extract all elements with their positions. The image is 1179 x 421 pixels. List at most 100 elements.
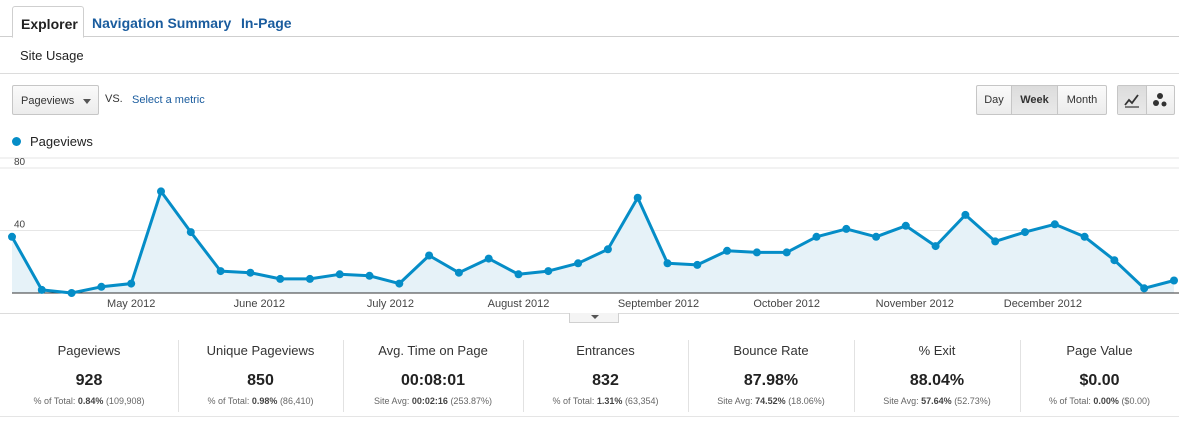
metric-label: Avg. Time on Page	[378, 343, 488, 358]
metric-divider	[343, 340, 344, 412]
data-point	[305, 274, 314, 283]
data-point	[603, 245, 612, 254]
comparison-total: (18.06%)	[788, 396, 825, 406]
data-point	[454, 268, 463, 277]
data-point	[574, 259, 583, 268]
data-point	[37, 285, 46, 294]
data-point	[1021, 228, 1029, 237]
data-point	[514, 270, 523, 279]
metric-comparison: % of Total: 0.00% ($0.00)	[1020, 396, 1179, 406]
day-button[interactable]: Day	[984, 94, 1004, 106]
data-point	[812, 232, 821, 241]
metric-label: Bounce Rate	[733, 343, 809, 358]
metric-value: 850	[247, 372, 274, 389]
series-color-dot	[12, 137, 21, 146]
comparison-total: (52.73%)	[954, 396, 991, 406]
motion-chart-button[interactable]	[1145, 86, 1174, 114]
data-point	[395, 279, 404, 288]
metric-comparison: % of Total: 1.31% (63,354)	[523, 396, 688, 406]
tab-navigation-summary[interactable]: Navigation Summary	[92, 15, 232, 31]
metric-value: $0.00	[1079, 372, 1120, 389]
site-usage-subtab[interactable]: Site Usage	[20, 48, 84, 63]
comparison-percent: 1.31%	[596, 396, 623, 406]
series-area	[12, 191, 1174, 293]
data-point	[186, 228, 195, 237]
metric-label: Page Value	[1066, 343, 1133, 358]
data-point	[157, 187, 165, 196]
legend-label: Pageviews	[30, 134, 93, 149]
data-point	[216, 267, 225, 276]
data-point	[335, 270, 344, 279]
comparison-prefix: % of Total:	[552, 396, 595, 406]
metric-divider	[688, 340, 689, 412]
data-point	[931, 242, 940, 251]
metric-comparison: Site Avg: 57.64% (52.73%)	[854, 396, 1020, 406]
data-point	[663, 259, 672, 268]
comparison-percent: 0.00%	[1093, 396, 1119, 406]
data-point	[484, 254, 493, 263]
report-tabs: Explorer Navigation Summary In-Page	[0, 0, 1179, 38]
line-chart-button[interactable]	[1118, 86, 1146, 114]
x-tick-label: June 2012	[234, 298, 285, 310]
motion-chart-icon	[1153, 93, 1167, 107]
data-point	[425, 251, 434, 260]
y-tick-label: 40	[14, 220, 26, 231]
data-point	[276, 274, 285, 283]
chart-expander-button[interactable]	[569, 313, 619, 323]
week-button[interactable]: Week	[1011, 86, 1057, 114]
x-tick-label: September 2012	[618, 298, 699, 310]
primary-metric-dropdown[interactable]: Pageviews	[12, 85, 99, 115]
x-tick-label: December 2012	[1004, 298, 1082, 310]
comparison-prefix: % of Total:	[207, 396, 250, 406]
x-tick-label: May 2012	[107, 298, 155, 310]
data-point	[1080, 232, 1089, 241]
comparison-prefix: % of Total:	[33, 396, 76, 406]
metric-label: % Exit	[918, 343, 956, 358]
y-tick-label: 80	[14, 157, 26, 168]
comparison-total: (253.87%)	[450, 396, 492, 406]
metric-value: 87.98%	[743, 372, 799, 389]
metric-card: Page Value $0.00 % of Total: 0.00% ($0.00)	[1020, 340, 1179, 412]
data-point	[365, 271, 374, 280]
metric-label: Entrances	[576, 343, 635, 358]
comparison-prefix: % of Total:	[1049, 396, 1091, 406]
series-line	[10, 189, 1175, 295]
tab-explorer[interactable]: Explorer	[12, 6, 84, 38]
data-point	[1140, 284, 1149, 293]
metric-label: Pageviews	[57, 343, 121, 358]
x-tick-label: August 2012	[488, 298, 550, 310]
comparison-total: (109,908)	[105, 396, 145, 406]
chart-type-toggle	[1117, 85, 1175, 115]
tab-in-page[interactable]: In-Page	[241, 15, 292, 31]
data-point	[872, 232, 881, 241]
month-button[interactable]: Month	[1057, 86, 1106, 114]
divider	[0, 416, 1179, 417]
comparison-prefix: Site Avg:	[374, 396, 410, 406]
metric-divider	[1020, 340, 1021, 412]
data-point	[67, 289, 76, 297]
metric-comparison: Site Avg: 74.52% (18.06%)	[688, 396, 854, 406]
x-tick-label: July 2012	[367, 298, 414, 310]
data-point	[723, 246, 732, 255]
data-point	[693, 260, 702, 269]
data-point	[1050, 220, 1059, 229]
metric-comparison: % of Total: 0.84% (109,908)	[0, 396, 178, 406]
divider	[0, 73, 1179, 74]
metric-card: % Exit 88.04% Site Avg: 57.64% (52.73%)	[854, 340, 1020, 412]
metric-card: Bounce Rate 87.98% Site Avg: 74.52% (18.06…	[688, 340, 854, 412]
comparison-percent: 00:02:16	[411, 396, 448, 406]
comparison-total: ($0.00)	[1121, 396, 1150, 406]
metric-divider	[178, 340, 179, 412]
metric-value: 00:08:01	[400, 372, 466, 389]
metric-divider	[854, 340, 855, 412]
x-tick-label: November 2012	[876, 298, 954, 310]
metric-card: Pageviews 928 % of Total: 0.84% (109,908)	[0, 340, 178, 412]
metric-value: 88.04%	[909, 372, 965, 389]
metric-card: Unique Pageviews 850 % of Total: 0.98% (86…	[178, 340, 343, 412]
metric-comparison: Site Avg: 00:02:16 (253.87%)	[343, 396, 523, 406]
data-point	[961, 210, 970, 219]
select-metric-link[interactable]: Select a metric	[132, 94, 205, 106]
metric-label: Unique Pageviews	[206, 343, 315, 358]
data-point	[544, 267, 553, 276]
comparison-total: (63,354)	[624, 396, 659, 406]
